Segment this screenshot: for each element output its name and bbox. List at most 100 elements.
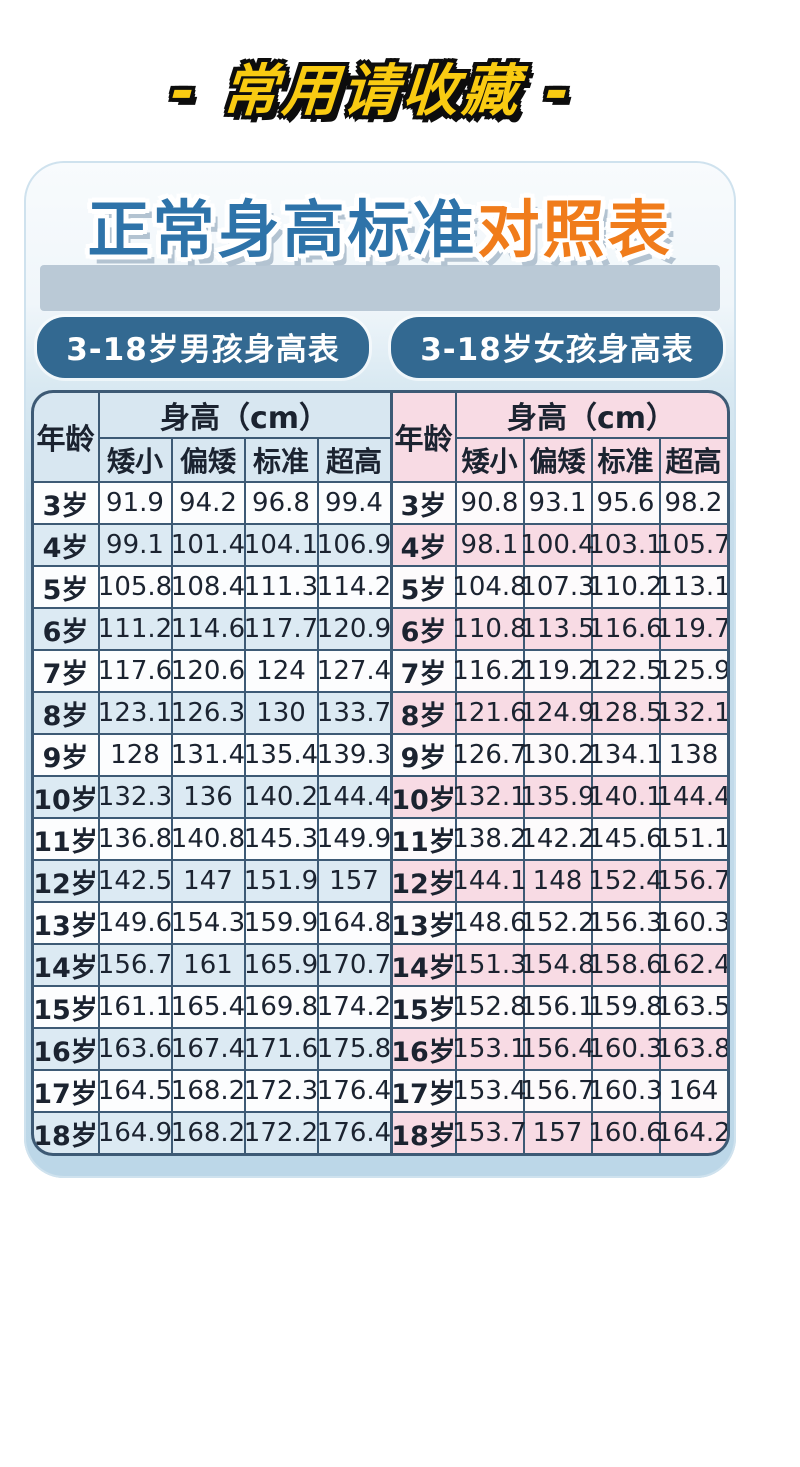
column-header-below-average: 偏矮 [524, 439, 591, 481]
height-value-cell: 156.1 [520, 987, 595, 1027]
height-value-cell: 158.6 [588, 945, 663, 985]
height-value-cell: 174.2 [317, 987, 390, 1027]
height-value-cell: 172.2 [244, 1113, 318, 1153]
height-value-cell: 151.9 [244, 861, 318, 901]
height-value-cell: 175.8 [317, 1029, 390, 1069]
height-value-cell: 96.8 [245, 483, 317, 523]
height-value-cell: 130.2 [520, 735, 595, 775]
height-value-cell: 98.1 [456, 525, 523, 565]
height-value-cell: 142.2 [520, 819, 595, 859]
height-value-cell: 138.2 [452, 819, 527, 859]
height-value-cell: 160.6 [588, 1113, 663, 1153]
height-value-cell: 111.2 [98, 609, 172, 649]
height-value-cell: 99.1 [99, 525, 171, 565]
height-value-cell: 154.3 [171, 903, 245, 943]
height-value-cell: 156.4 [520, 1029, 595, 1069]
height-value-cell: 151.3 [452, 945, 527, 985]
height-chart-poster: - 常用请收藏 - 正常身高标准对照表 3-18岁男孩身高表 3-18岁女孩身高… [0, 46, 800, 1178]
height-value-cell: 152.4 [588, 861, 663, 901]
height-unit-header: 身高（cm） [456, 393, 727, 437]
age-cell: 12岁 [33, 861, 98, 901]
height-value-cell: 147 [172, 861, 244, 901]
height-value-cell: 105.8 [98, 567, 172, 607]
height-value-cell: 144.1 [452, 861, 527, 901]
column-header-tall: 超高 [318, 439, 390, 481]
height-value-cell: 99.4 [318, 483, 390, 523]
height-value-cell: 168.2 [171, 1113, 245, 1153]
age-cell: 4岁 [392, 525, 455, 565]
girls-table-pill: 3-18岁女孩身高表 [391, 317, 723, 378]
height-value-cell: 156.3 [588, 903, 663, 943]
title-main-text: 正常身高标准 [87, 193, 478, 266]
height-value-cell: 159.8 [588, 987, 663, 1027]
height-value-cell: 110.2 [588, 567, 663, 607]
height-value-cell: 110.8 [452, 609, 527, 649]
age-cell: 15岁 [392, 987, 456, 1027]
height-value-cell: 113.5 [520, 609, 595, 649]
height-value-cell: 151.1 [656, 819, 727, 859]
height-value-cell: 157 [524, 1113, 591, 1153]
height-value-cell: 104.8 [452, 567, 527, 607]
height-value-cell: 128 [99, 735, 171, 775]
age-cell: 13岁 [392, 903, 456, 943]
height-value-cell: 156.7 [656, 861, 727, 901]
height-value-cell: 91.9 [99, 483, 171, 523]
column-header-tall: 超高 [660, 439, 727, 481]
boys-table-pill: 3-18岁男孩身高表 [37, 317, 369, 378]
height-value-cell: 163.5 [656, 987, 727, 1027]
height-value-cell: 144.4 [656, 777, 727, 817]
column-header-below-average: 偏矮 [172, 439, 244, 481]
height-value-cell: 156.7 [98, 945, 172, 985]
height-value-cell: 153.1 [452, 1029, 527, 1069]
age-cell: 6岁 [33, 609, 98, 649]
height-value-cell: 160.3 [588, 1029, 663, 1069]
age-column-header: 年龄 [33, 393, 98, 481]
age-cell: 16岁 [392, 1029, 456, 1069]
age-cell: 16岁 [33, 1029, 98, 1069]
height-value-cell: 149.6 [98, 903, 172, 943]
age-cell: 10岁 [392, 777, 456, 817]
height-value-cell: 114.2 [317, 567, 390, 607]
height-value-cell: 156.7 [520, 1071, 595, 1111]
height-value-cell: 165.4 [171, 987, 245, 1027]
height-value-cell: 164.2 [656, 1113, 727, 1153]
column-header-short: 矮小 [456, 439, 523, 481]
height-value-cell: 152.2 [520, 903, 595, 943]
age-cell: 10岁 [33, 777, 98, 817]
height-value-cell: 145.6 [588, 819, 663, 859]
age-cell: 6岁 [392, 609, 455, 649]
height-value-cell: 140.2 [244, 777, 318, 817]
height-value-cell: 128.5 [588, 693, 663, 733]
height-value-cell: 108.4 [171, 567, 245, 607]
height-value-cell: 142.5 [98, 861, 172, 901]
height-value-cell: 161 [172, 945, 244, 985]
height-value-cell: 132.1 [452, 777, 527, 817]
height-value-cell: 167.4 [171, 1029, 245, 1069]
age-cell: 5岁 [392, 567, 455, 607]
title-shadow-band [40, 265, 720, 311]
banner-title: - 常用请收藏 - [169, 59, 576, 124]
height-value-cell: 117.7 [244, 609, 318, 649]
height-value-cell: 135.9 [520, 777, 595, 817]
height-value-cell: 133.7 [317, 693, 390, 733]
height-value-cell: 111.3 [244, 567, 318, 607]
age-cell: 14岁 [33, 945, 98, 985]
age-column-header: 年龄 [392, 393, 455, 481]
height-value-cell: 113.1 [656, 567, 727, 607]
age-cell: 17岁 [33, 1071, 98, 1111]
age-cell: 8岁 [33, 693, 98, 733]
height-value-cell: 103.1 [588, 525, 663, 565]
age-cell: 7岁 [33, 651, 98, 691]
age-cell: 18岁 [392, 1113, 456, 1153]
height-value-cell: 127.4 [317, 651, 390, 691]
height-value-cell: 124.9 [520, 693, 595, 733]
height-value-cell: 95.6 [592, 483, 659, 523]
height-value-cell: 136.8 [98, 819, 172, 859]
height-value-cell: 159.9 [244, 903, 318, 943]
height-value-cell: 148 [524, 861, 591, 901]
age-cell: 8岁 [392, 693, 455, 733]
height-value-cell: 161.1 [98, 987, 172, 1027]
height-value-cell: 132.3 [98, 777, 172, 817]
height-value-cell: 126.3 [171, 693, 245, 733]
height-value-cell: 130 [245, 693, 317, 733]
